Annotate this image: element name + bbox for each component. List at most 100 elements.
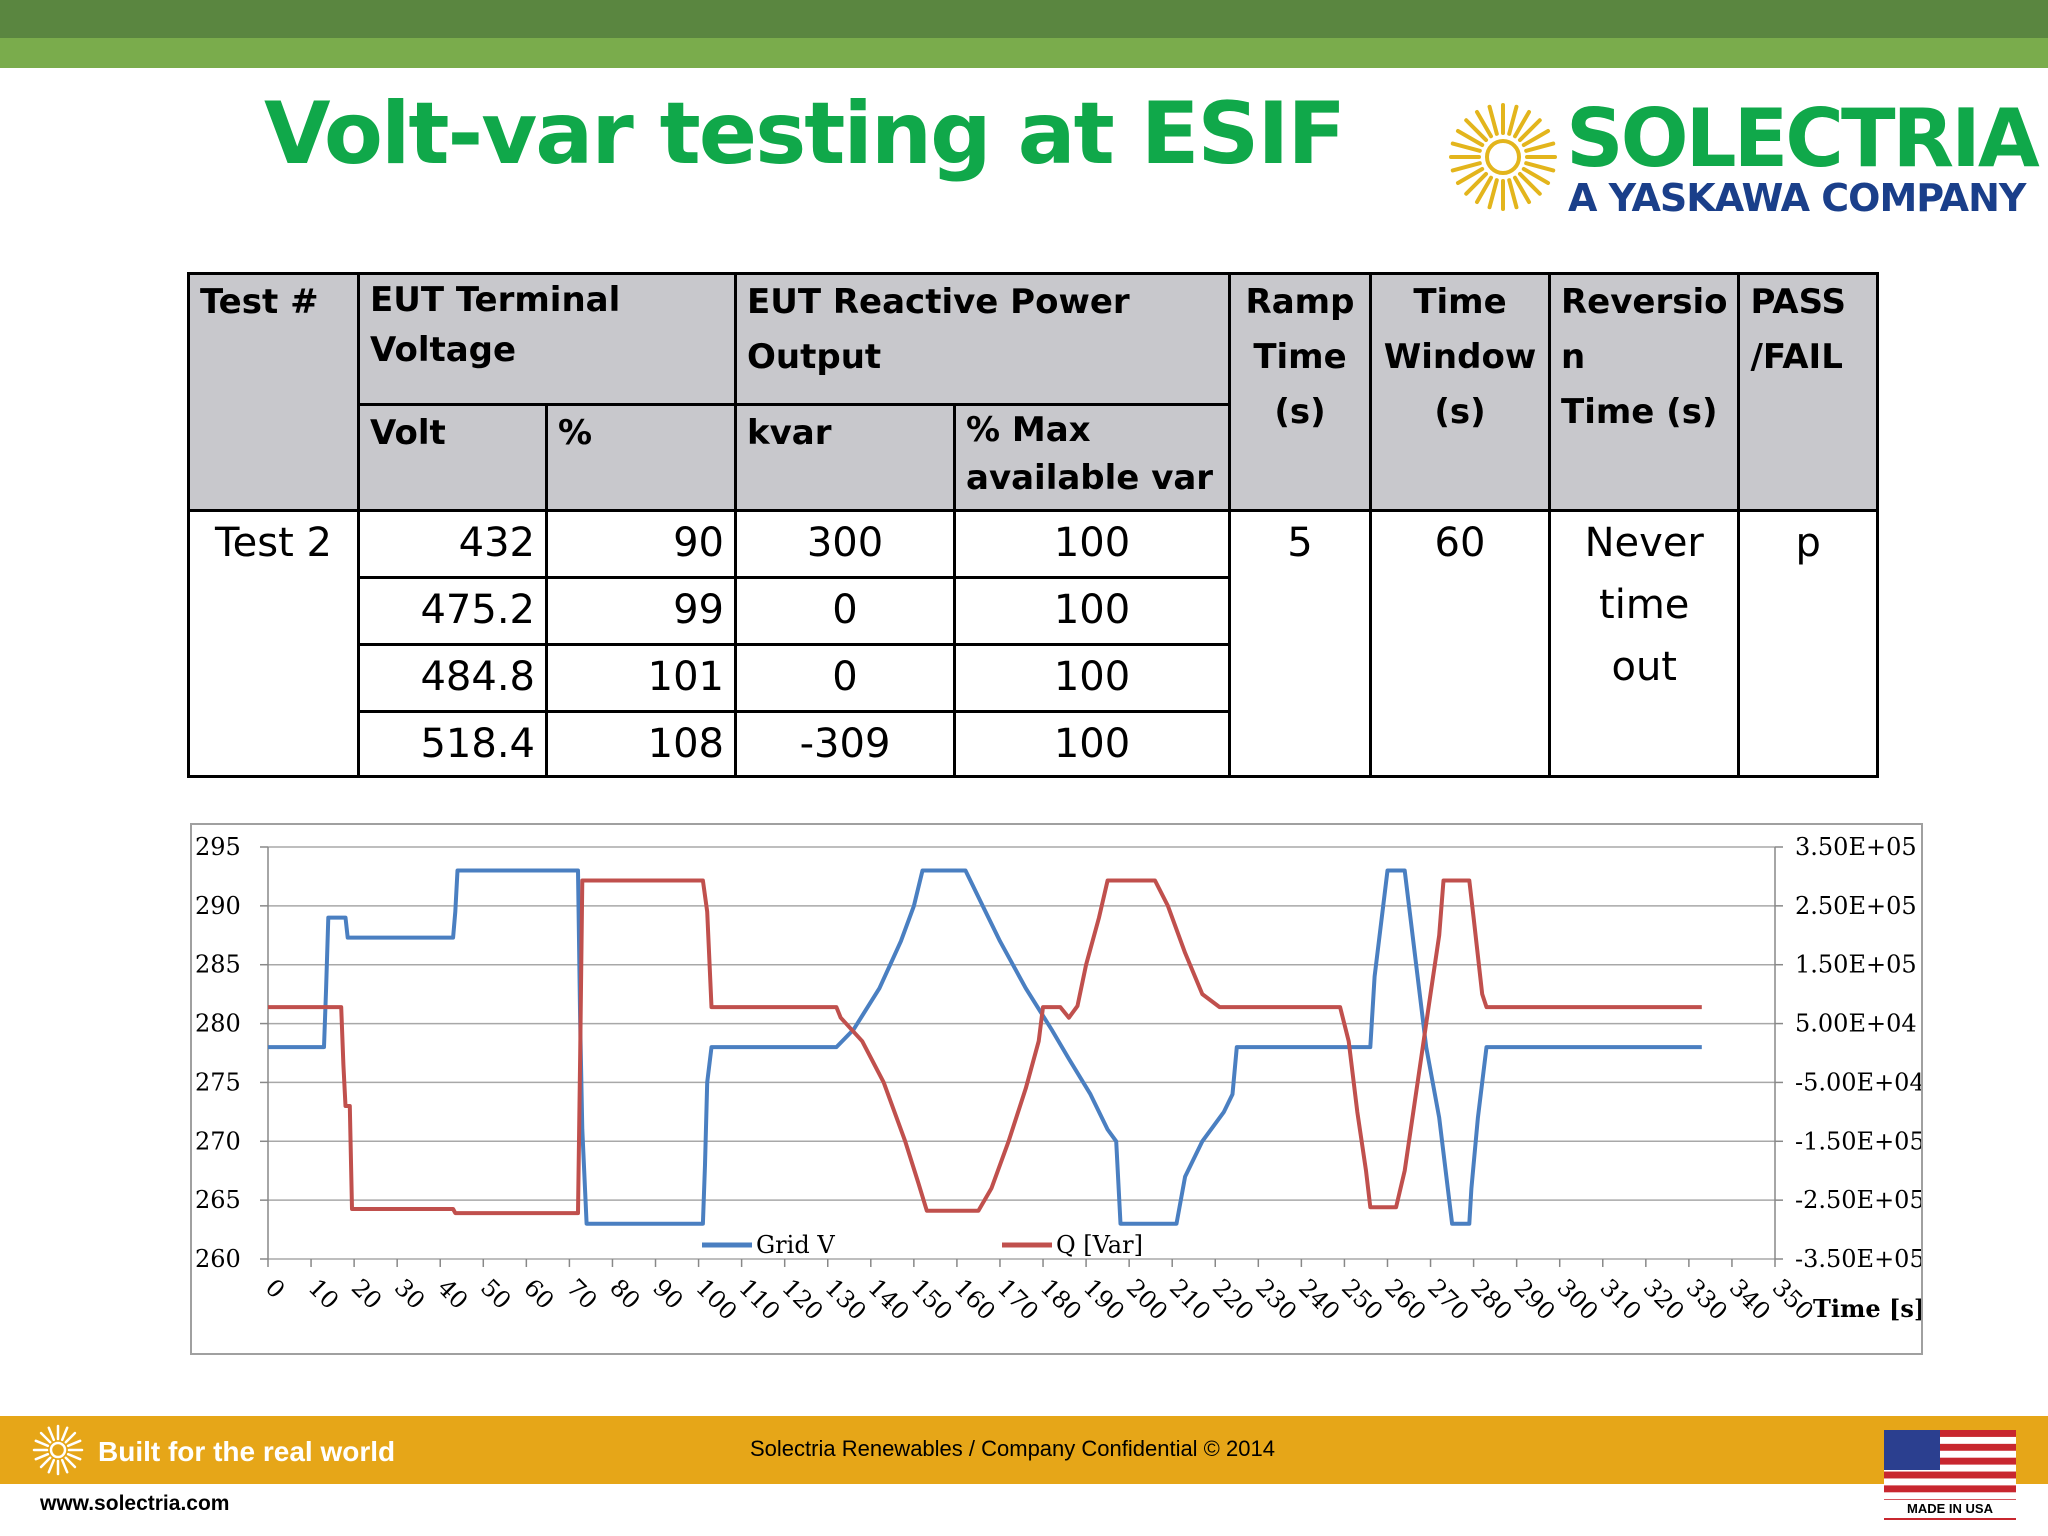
right-tick-label: -2.50E+05 xyxy=(1795,1186,1921,1214)
website-link[interactable]: www.solectria.com xyxy=(40,1492,230,1515)
x-tick-label: 300 xyxy=(1551,1273,1603,1325)
x-tick-label: 200 xyxy=(1121,1273,1173,1325)
sun-ray xyxy=(1524,161,1556,173)
x-tick-label: 10 xyxy=(303,1273,344,1314)
left-tick-label: 275 xyxy=(195,1068,241,1096)
cell-pass: p xyxy=(1737,509,1879,778)
sun-ray xyxy=(1487,178,1499,210)
header-pct: % xyxy=(545,403,737,512)
sun-ray xyxy=(1517,118,1542,143)
right-tick-label: 2.50E+05 xyxy=(1795,892,1917,920)
x-tick-label: 230 xyxy=(1250,1273,1302,1325)
cell-volt: 475.2 xyxy=(357,576,548,646)
cell-kvar: 0 xyxy=(734,576,956,646)
cell-pctmax: 100 xyxy=(953,643,1231,713)
x-tick-label: 40 xyxy=(432,1273,473,1314)
logo-subtitle: A YASKAWA COMPANY xyxy=(1568,176,2026,220)
flag-stripe xyxy=(1884,1436,2016,1445)
sun-ray xyxy=(47,1458,56,1474)
right-tick-label: -3.50E+05 xyxy=(1795,1245,1921,1273)
sun-ray xyxy=(34,1452,50,1461)
x-tick-label: 170 xyxy=(992,1273,1044,1325)
x-tick-label: 30 xyxy=(389,1273,430,1314)
sun-ray xyxy=(47,1426,56,1442)
cell-pct: 101 xyxy=(545,643,737,713)
cell-kvar: 300 xyxy=(734,509,956,579)
cell-kvar: 0 xyxy=(734,643,956,713)
made-in-usa-label: MADE IN USA xyxy=(1884,1500,2016,1518)
flag-stripe xyxy=(1884,1485,2016,1493)
x-tick-label: 190 xyxy=(1078,1273,1130,1325)
sun-ray xyxy=(66,1439,82,1448)
x-tick-label: 320 xyxy=(1638,1273,1690,1325)
x-tick-label: 130 xyxy=(820,1273,872,1325)
flag-stripe xyxy=(1884,1464,2016,1473)
sun-ray xyxy=(1464,171,1489,196)
x-tick-label: 60 xyxy=(518,1273,559,1314)
x-tick-label: 250 xyxy=(1336,1273,1388,1325)
x-tick-label: 150 xyxy=(906,1273,958,1325)
cell-window: 60 xyxy=(1369,509,1551,778)
x-tick-label: 140 xyxy=(863,1273,915,1325)
right-tick-label: -1.50E+05 xyxy=(1795,1127,1921,1155)
test-table: Test # EUT Terminal Voltage EUT Reactive… xyxy=(187,272,1879,778)
x-tick-label: 0 xyxy=(260,1273,291,1304)
sun-ray xyxy=(34,1439,50,1448)
flag-stripe xyxy=(1884,1492,2016,1500)
legend-label: Q [Var] xyxy=(1056,1231,1143,1259)
footer-tagline: Built for the real world xyxy=(98,1436,396,1467)
x-tick-label: 330 xyxy=(1681,1273,1733,1325)
header-volt: Volt xyxy=(357,403,548,512)
x-tick-label: 290 xyxy=(1508,1273,1560,1325)
x-axis-label: Time [s] xyxy=(1813,1294,1921,1323)
volt-var-chart: 260 -3.50E+05 265 -2.50E+05 270 -1.50E+05 275 -… xyxy=(190,823,1923,1355)
sun-ray xyxy=(1517,171,1542,196)
x-tick-label: 110 xyxy=(733,1273,785,1325)
top-bar-dark xyxy=(0,0,2048,38)
cell-pct: 90 xyxy=(545,509,737,579)
x-tick-label: 70 xyxy=(561,1273,602,1314)
x-tick-label: 220 xyxy=(1207,1273,1259,1325)
sun-ray xyxy=(1455,129,1485,147)
sun-ray xyxy=(39,1431,52,1444)
sun-ray xyxy=(1507,178,1519,210)
x-tick-label: 90 xyxy=(647,1273,688,1314)
x-tick-label: 210 xyxy=(1164,1273,1216,1325)
footer-confidential: Solectria Renewables / Company Confident… xyxy=(750,1436,1275,1461)
left-tick-label: 290 xyxy=(195,892,241,920)
sun-ray xyxy=(1464,118,1489,143)
cell-kvar: -309 xyxy=(734,710,956,778)
flag-stripe xyxy=(1884,1430,2016,1438)
x-tick-label: 350 xyxy=(1767,1273,1819,1325)
x-tick-label: 240 xyxy=(1293,1273,1345,1325)
sun-ray xyxy=(60,1458,69,1474)
sun-ray xyxy=(1487,104,1499,136)
x-tick-label: 120 xyxy=(776,1273,828,1325)
right-tick-label: 5.00E+04 xyxy=(1795,1010,1917,1038)
left-tick-label: 260 xyxy=(195,1245,241,1273)
right-tick-label: -5.00E+04 xyxy=(1795,1068,1921,1096)
cell-volt: 432 xyxy=(357,509,548,579)
cell-pctmax: 100 xyxy=(953,509,1231,579)
x-tick-label: 340 xyxy=(1724,1273,1776,1325)
flag-stripe xyxy=(1884,1457,2016,1466)
sun-ray xyxy=(1475,109,1493,139)
cell-pct: 99 xyxy=(545,576,737,646)
header-ramp: Ramp Time (s) xyxy=(1228,272,1372,512)
sun-ray xyxy=(1513,109,1531,139)
sun-ray xyxy=(39,1456,52,1469)
slide-title: Volt-var testing at ESIF xyxy=(264,84,1346,184)
sun-ray xyxy=(1521,129,1551,147)
sun-ray xyxy=(1507,104,1519,136)
sun-ray xyxy=(1521,167,1551,185)
cell-pct: 108 xyxy=(545,710,737,778)
company-logo: SOLECTRIA A YASKAWA COMPANY xyxy=(1448,92,2040,226)
top-bar-light xyxy=(0,38,2048,68)
x-tick-label: 260 xyxy=(1379,1273,1431,1325)
flag-stripe xyxy=(1884,1443,2016,1452)
right-tick-label: 1.50E+05 xyxy=(1795,951,1917,979)
logo-name: SOLECTRIA xyxy=(1566,92,2040,185)
sun-icon xyxy=(32,1424,84,1476)
test-name: Test 2 xyxy=(187,509,360,778)
cell-volt: 484.8 xyxy=(357,643,548,713)
